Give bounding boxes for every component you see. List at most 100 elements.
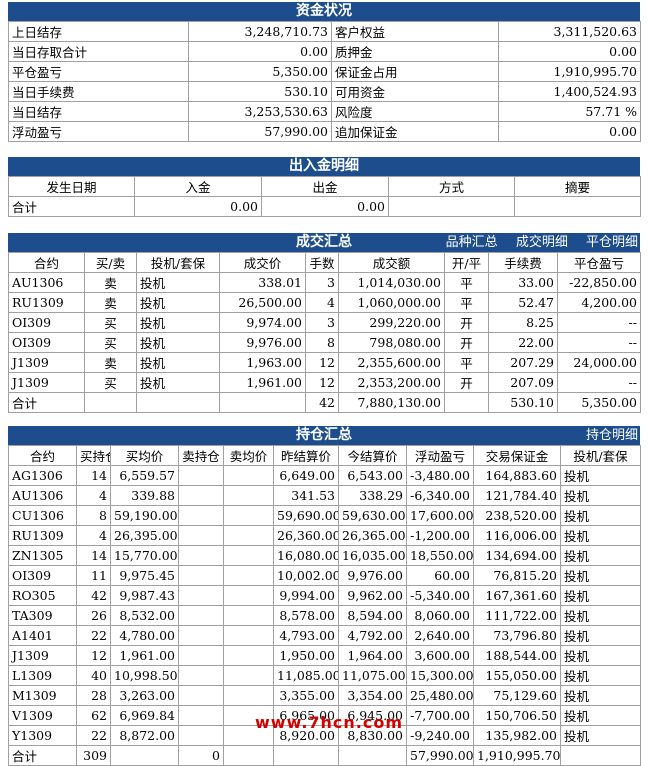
position-cell: 14	[76, 465, 111, 486]
total-cell	[388, 196, 515, 217]
fund-label: 上日结存	[8, 21, 189, 42]
total-cell: 合计	[8, 196, 135, 217]
column-header: 发生日期	[8, 176, 135, 197]
position-cell: 8,578.00	[273, 605, 339, 626]
fund-label: 当日手续费	[8, 81, 189, 102]
position-cell	[178, 665, 224, 686]
column-header: 出金	[261, 176, 389, 197]
position-header-row: 合约买持仓买均价卖持仓卖均价昨结算价今结算价浮动盈亏交易保证金投机/套保	[8, 445, 641, 466]
position-cell: RU1309	[8, 525, 77, 546]
position-cell: 1,961.00	[110, 645, 179, 666]
trade-cell: 平	[444, 352, 489, 373]
column-header: 合约	[8, 252, 85, 273]
position-section: 持仓汇总 持仓明细 合约买持仓买均价卖持仓卖均价昨结算价今结算价浮动盈亏交易保证…	[8, 426, 641, 766]
position-cell: 17,600.00	[406, 505, 474, 526]
column-header: 今结算价	[338, 445, 407, 466]
position-cell: 4,793.00	[273, 625, 339, 646]
position-cell: 188,544.00	[473, 645, 561, 666]
trade-section: 成交汇总 品种汇总 成交明细 平仓明细 合约 买/卖 投机/套保 成交价 手数 成交额 开/…	[8, 233, 641, 413]
position-cell: 6,559.57	[110, 465, 179, 486]
table-row: AU1306 卖投机 338.01 3 1,014,030.00 平 33.00 -22,85…	[8, 272, 641, 293]
io-total-row: 合计 0.00 0.00	[8, 196, 641, 217]
total-cell	[338, 745, 407, 766]
trade-cell: 卖	[84, 272, 137, 293]
position-cell: 28	[76, 685, 111, 706]
trade-cell: 26,500.00	[219, 292, 306, 313]
position-cell: 4	[76, 485, 111, 506]
trade-cell: 投机	[136, 352, 220, 373]
trade-cell: 投机	[136, 312, 220, 333]
fund-label: 当日存取合计	[8, 41, 189, 62]
position-cell: 26,365.00	[338, 525, 407, 546]
table-row: OI309 11 9,975.45 10,002.00 9,976.00 60.00 76,…	[8, 565, 641, 586]
fund-value: 57,990.00	[188, 121, 332, 142]
position-cell	[178, 525, 224, 546]
trade-cell: 22.00	[488, 332, 558, 353]
position-cell	[223, 645, 274, 666]
position-cell	[223, 585, 274, 606]
table-row: Y1309 22 8,872.00 8,920.00 8,830.00 -9,240.00…	[8, 725, 641, 746]
trade-cell: 52.47	[488, 292, 558, 313]
table-row: ZN1305 14 15,770.00 16,080.00 16,035.00 18,55…	[8, 545, 641, 566]
trade-cell: 投机	[136, 332, 220, 353]
fund-row: 当日存取合计 0.00 质押金 0.00	[8, 41, 641, 62]
column-header: 买/卖	[84, 252, 137, 273]
position-cell: 59,690.00	[273, 505, 339, 526]
fund-header: 资金状况	[8, 2, 640, 21]
position-cell: 62	[76, 705, 111, 726]
table-row: OI309 买投机 9,976.00 8 798,080.00 开 22.00 --	[8, 332, 641, 353]
trade-cell: 投机	[136, 292, 220, 313]
position-cell: 25,480.00	[406, 685, 474, 706]
position-cell: 26	[76, 605, 111, 626]
position-cell	[223, 465, 274, 486]
column-header: 成交价	[219, 252, 306, 273]
total-cell	[273, 745, 339, 766]
position-cell	[223, 685, 274, 706]
position-cell: 8,594.00	[338, 605, 407, 626]
position-cell: 8	[76, 505, 111, 526]
position-cell: 134,694.00	[473, 545, 561, 566]
position-cell: 22	[76, 625, 111, 646]
fund-value: 1,400,524.93	[498, 81, 641, 102]
trade-cell: 卖	[84, 292, 137, 313]
fund-section: 资金状况 上日结存 3,248,710.73 客户权益 3,311,520.63 当日存…	[8, 2, 641, 142]
table-row: RU1309 卖投机 26,500.00 4 1,060,000.00 平 52.47 4,2…	[8, 292, 641, 313]
position-cell: 11,085.00	[273, 665, 339, 686]
link-trade-detail[interactable]: 成交明细	[515, 235, 568, 250]
position-cell: 6,945.00	[338, 705, 407, 726]
position-cell: 26,360.00	[273, 525, 339, 546]
link-product-summary[interactable]: 品种汇总	[445, 235, 498, 250]
fund-title: 资金状况	[296, 3, 352, 19]
position-cell: L1309	[8, 665, 77, 686]
position-cell: 121,784.40	[473, 485, 561, 506]
position-cell: 4,792.00	[338, 625, 407, 646]
column-header: 方式	[388, 176, 515, 197]
total-cell: 530.10	[488, 392, 558, 413]
total-cell	[223, 745, 274, 766]
fund-label: 当日结存	[8, 101, 189, 122]
position-cell: -3,480.00	[406, 465, 474, 486]
table-row: CU1306 8 59,190.00 59,690.00 59,630.00 17,600…	[8, 505, 641, 526]
position-cell: 73,796.80	[473, 625, 561, 646]
column-header: 交易保证金	[473, 445, 561, 466]
position-total-row: 合计 309 0 57,990.00 1,910,995.70	[8, 745, 641, 766]
trade-cell: 1,963.00	[219, 352, 306, 373]
position-cell: 6,965.00	[273, 705, 339, 726]
fund-value: 0.00	[498, 41, 641, 62]
total-cell	[110, 745, 179, 766]
link-close-detail[interactable]: 平仓明细	[585, 235, 638, 250]
position-cell: AU1306	[8, 485, 77, 506]
table-row: OI309 买投机 9,974.00 3 299,220.00 开 8.25 --	[8, 312, 641, 333]
column-header: 卖持仓	[178, 445, 224, 466]
trade-title: 成交汇总	[296, 234, 352, 250]
link-position-detail[interactable]: 持仓明细	[585, 428, 638, 443]
total-cell: 5,350.00	[557, 392, 641, 413]
position-cell: 9,987.43	[110, 585, 179, 606]
total-cell: 0	[178, 745, 224, 766]
fund-value: 3,248,710.73	[188, 21, 332, 42]
total-cell: 57,990.00	[406, 745, 474, 766]
fund-label: 可用资金	[331, 81, 499, 102]
position-cell: 16,035.00	[338, 545, 407, 566]
column-header: 投机/套保	[136, 252, 220, 273]
position-title: 持仓汇总	[296, 427, 352, 443]
